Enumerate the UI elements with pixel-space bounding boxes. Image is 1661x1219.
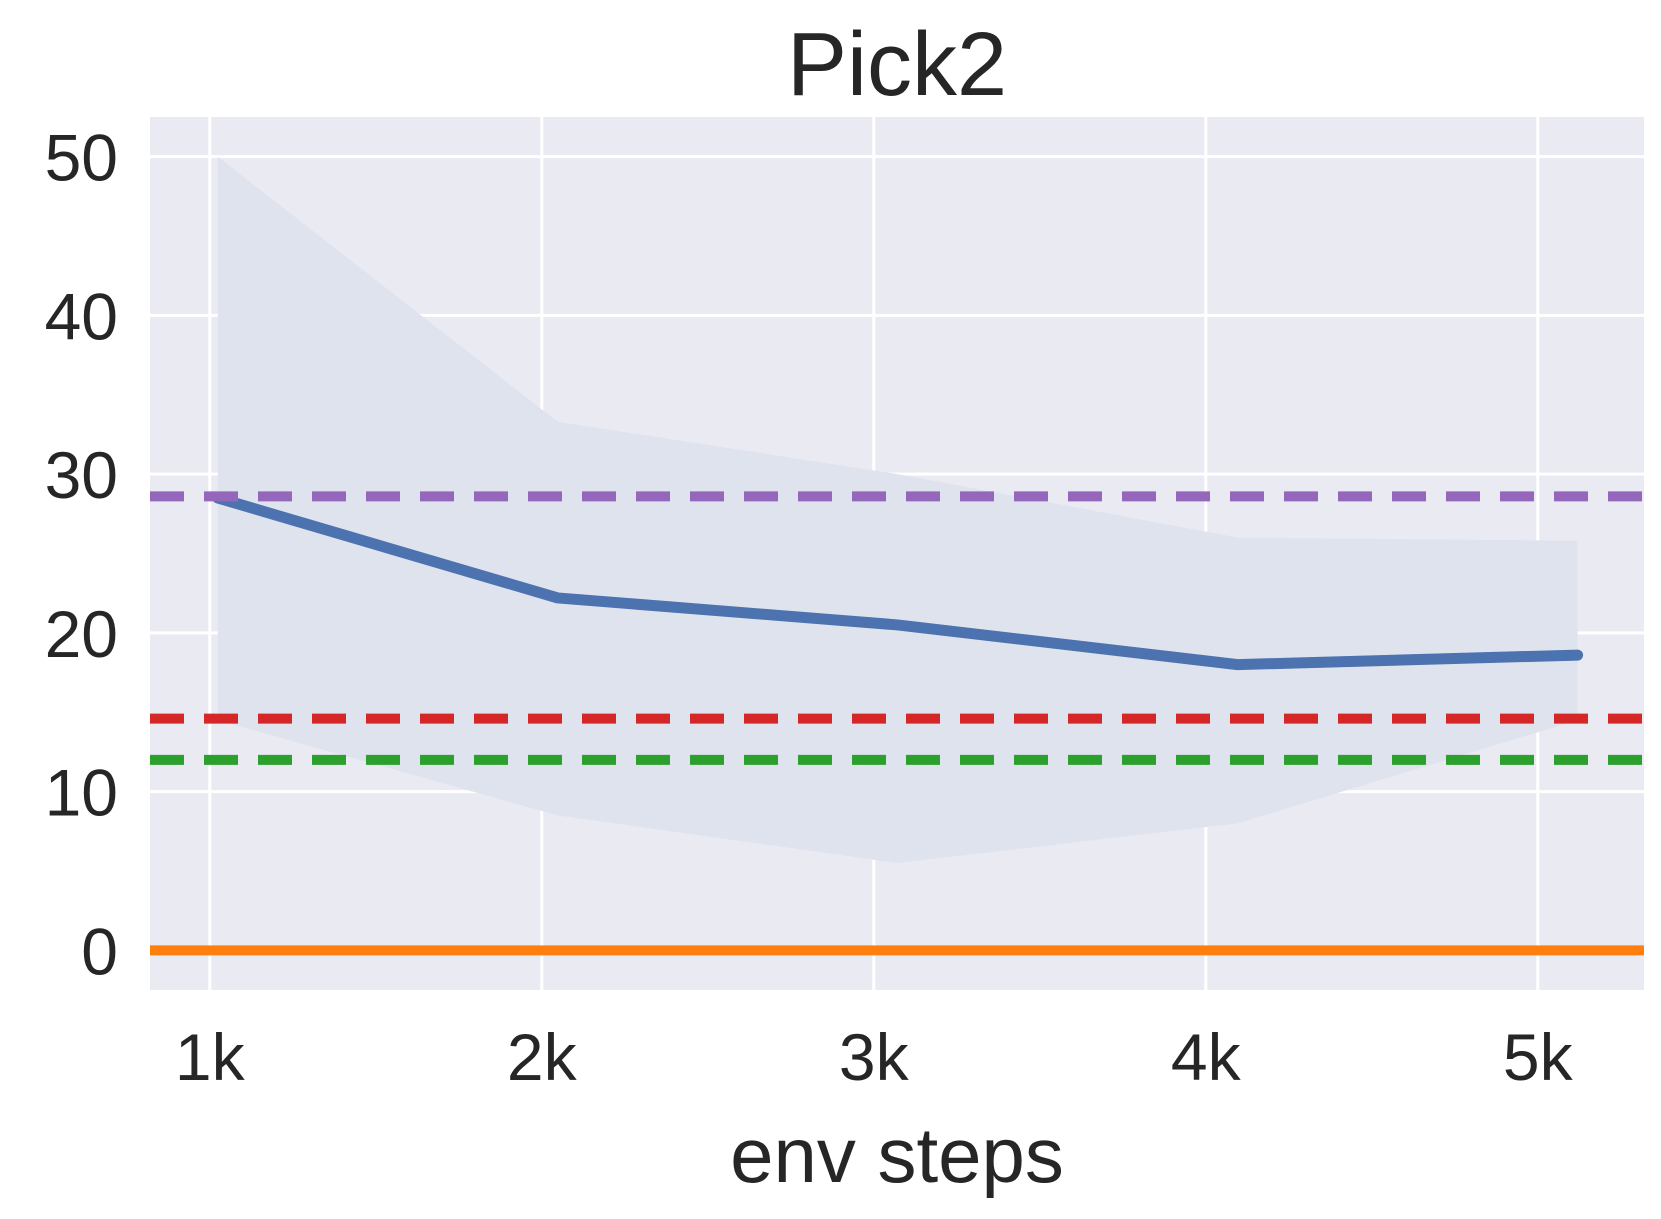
- series-point: [897, 624, 899, 626]
- series-band-0: [217, 156, 1578, 864]
- series-point: [1577, 654, 1579, 656]
- x-tick-label: 1k: [175, 1020, 246, 1094]
- y-tick-label: 30: [45, 438, 118, 512]
- y-tick-label: 10: [45, 756, 118, 830]
- series-lines: [150, 491, 1644, 956]
- confidence-bands: [217, 156, 1578, 864]
- series-point: [557, 597, 559, 599]
- y-tick-label: 0: [81, 914, 118, 988]
- x-tick-label: 4k: [1171, 1020, 1242, 1094]
- chart-title: Pick2: [787, 15, 1007, 115]
- series-point: [1237, 664, 1239, 666]
- x-tick-label: 3k: [839, 1020, 910, 1094]
- y-tick-label: 50: [45, 121, 118, 195]
- x-tick-labels: 1k 2k 3k 4k 5k: [175, 1020, 1574, 1094]
- y-tick-labels: 0 10 20 30 40 50: [45, 121, 118, 989]
- y-tick-label: 40: [45, 279, 118, 353]
- x-tick-label: 5k: [1503, 1020, 1574, 1094]
- x-tick-label: 2k: [507, 1020, 578, 1094]
- y-tick-label: 20: [45, 597, 118, 671]
- x-axis-label: env steps: [730, 1111, 1064, 1199]
